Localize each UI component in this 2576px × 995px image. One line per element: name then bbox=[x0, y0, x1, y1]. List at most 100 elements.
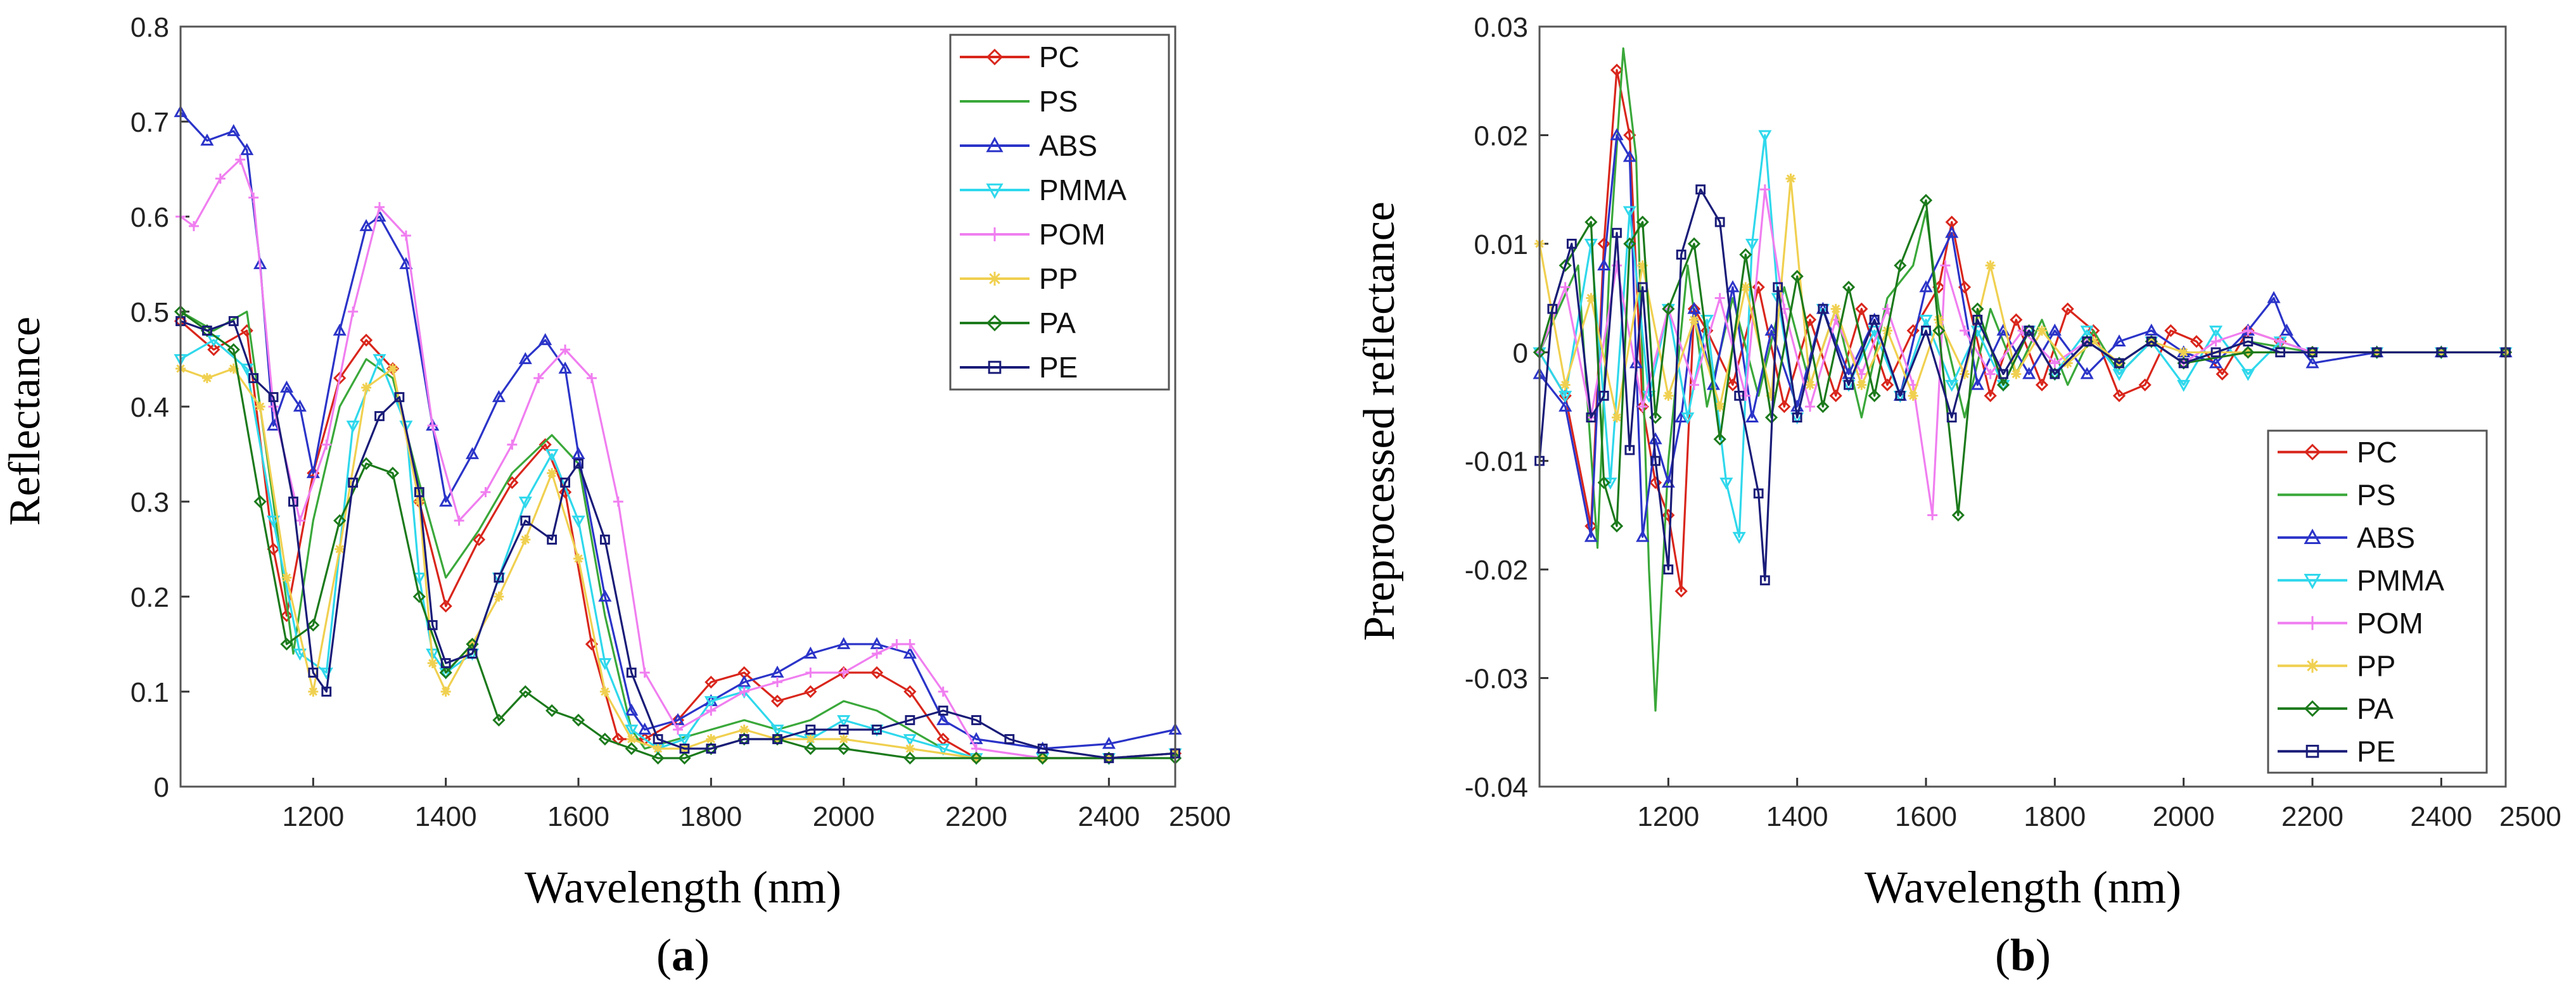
data-point bbox=[440, 658, 451, 668]
x-tick-label: 2000 bbox=[813, 801, 875, 832]
x-tick-label: 2500 bbox=[2499, 801, 2561, 832]
y-tick-label: 0 bbox=[154, 772, 169, 803]
data-point bbox=[547, 468, 558, 478]
data-point bbox=[374, 411, 385, 421]
data-point bbox=[598, 589, 612, 602]
x-tick-label: 2000 bbox=[2153, 801, 2215, 832]
data-point bbox=[1687, 301, 1701, 314]
data-point bbox=[1764, 323, 1778, 336]
data-point bbox=[558, 361, 572, 374]
data-point bbox=[480, 487, 491, 497]
data-point bbox=[1612, 412, 1622, 423]
data-point bbox=[837, 742, 850, 756]
data-point bbox=[1689, 379, 1699, 390]
data-point bbox=[1714, 402, 1725, 412]
data-point bbox=[520, 535, 531, 545]
series-line-pe bbox=[180, 320, 1176, 759]
legend-label: PS bbox=[1039, 85, 1078, 118]
data-point bbox=[200, 133, 214, 146]
data-point bbox=[1547, 303, 1558, 314]
data-point bbox=[1759, 184, 1770, 195]
data-point bbox=[1880, 378, 1894, 391]
y-tick-label: 0.02 bbox=[1474, 120, 1528, 151]
data-point bbox=[1985, 260, 1996, 271]
data-point bbox=[1102, 737, 1116, 749]
legend-item-pp: PP bbox=[2278, 649, 2395, 682]
data-point bbox=[2048, 323, 2062, 336]
data-point bbox=[387, 364, 398, 374]
data-point bbox=[2210, 336, 2221, 347]
x-tick-label: 2400 bbox=[1078, 801, 1140, 832]
data-point bbox=[1636, 529, 1650, 542]
data-point bbox=[1970, 377, 1984, 390]
data-point bbox=[1818, 303, 1828, 314]
data-point bbox=[267, 542, 280, 556]
data-point bbox=[227, 124, 241, 136]
data-point bbox=[321, 440, 332, 450]
data-point bbox=[539, 438, 552, 452]
data-point bbox=[293, 399, 307, 412]
data-point bbox=[1689, 314, 1699, 325]
data-point bbox=[1830, 303, 1841, 314]
y-tick-label: 0.6 bbox=[131, 202, 169, 233]
legend-label: PC bbox=[1039, 41, 1080, 73]
data-point bbox=[737, 675, 751, 687]
data-point bbox=[1714, 217, 1725, 227]
series-line-ps bbox=[180, 310, 1176, 759]
series-pp bbox=[175, 364, 1180, 763]
data-point bbox=[266, 418, 281, 431]
data-point bbox=[506, 476, 519, 490]
legend-item-pmma: PMMA bbox=[2278, 564, 2444, 597]
data-point bbox=[1844, 379, 1854, 390]
data-point bbox=[348, 307, 359, 317]
data-point bbox=[2017, 326, 2028, 336]
data-point bbox=[228, 316, 239, 326]
data-point bbox=[494, 573, 504, 583]
data-point bbox=[1584, 529, 1598, 542]
data-point bbox=[1745, 238, 1759, 251]
data-point bbox=[519, 685, 532, 699]
data-point bbox=[2243, 336, 2254, 347]
data-point bbox=[1740, 282, 1751, 293]
data-point bbox=[653, 734, 663, 744]
legend-box bbox=[2267, 429, 2488, 774]
data-point bbox=[1036, 751, 1049, 765]
data-point bbox=[1829, 389, 1842, 402]
legend-item-pom: POM bbox=[960, 218, 1106, 251]
data-point bbox=[240, 143, 254, 155]
data-point bbox=[2080, 326, 2094, 338]
data-point bbox=[1598, 390, 1609, 401]
data-point bbox=[739, 734, 749, 744]
data-point bbox=[838, 668, 849, 678]
data-point bbox=[359, 457, 373, 471]
data-point bbox=[268, 402, 279, 412]
data-point bbox=[2024, 326, 2034, 336]
data-point bbox=[293, 649, 307, 661]
diamond-icon bbox=[986, 314, 1004, 332]
data-point bbox=[804, 685, 817, 699]
data-point bbox=[253, 495, 267, 509]
data-point bbox=[1921, 326, 1931, 336]
data-point bbox=[2082, 336, 2093, 347]
data-point bbox=[266, 516, 281, 528]
data-point bbox=[1919, 194, 1933, 207]
data-point bbox=[2061, 302, 2074, 315]
cross-icon bbox=[2305, 616, 2319, 630]
data-point bbox=[1610, 519, 1624, 533]
data-point bbox=[770, 725, 784, 737]
data-point bbox=[1623, 237, 1636, 250]
data-point bbox=[1971, 302, 1984, 315]
data-point bbox=[2164, 324, 2177, 338]
x-tick-label: 1600 bbox=[547, 801, 609, 832]
data-point bbox=[599, 535, 610, 545]
data-point bbox=[2050, 358, 2060, 369]
data-point bbox=[2050, 369, 2060, 379]
legend-item-ps: PS bbox=[2278, 478, 2395, 511]
data-point bbox=[903, 685, 917, 699]
data-point bbox=[678, 751, 691, 765]
data-point bbox=[235, 155, 246, 165]
data-point bbox=[772, 734, 782, 744]
data-point bbox=[1803, 313, 1817, 326]
legend-item-pc: PC bbox=[2278, 436, 2397, 469]
data-point bbox=[2035, 378, 2049, 391]
